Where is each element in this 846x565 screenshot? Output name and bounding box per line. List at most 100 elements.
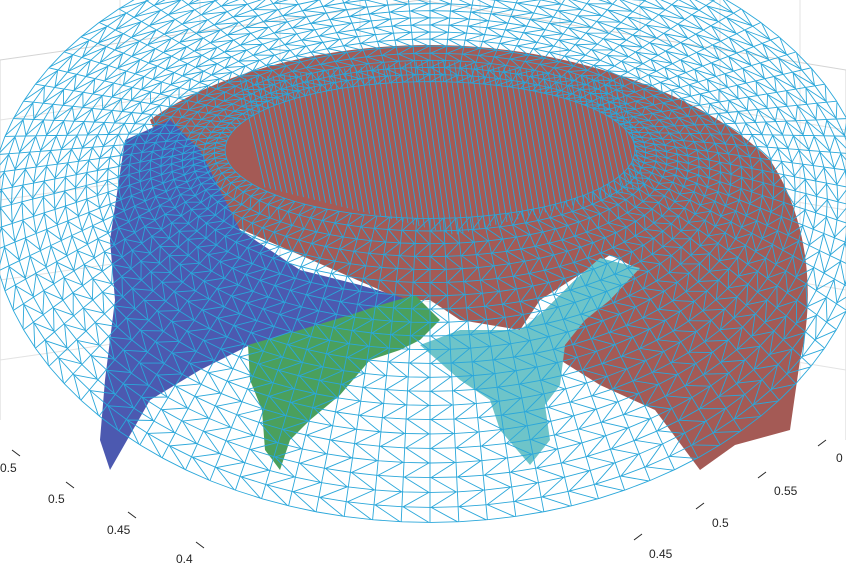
mesh-line-73 [400, 218, 418, 522]
mesh-line-96 [107, 197, 285, 431]
mesh-line-108 [22, 175, 241, 329]
mesh-line-128 [5, 118, 233, 137]
mesh-line-193 [583, 22, 761, 106]
rim-line-42 [470, 64, 497, 225]
mesh-line-150 [220, 0, 323, 94]
mesh-line-57 [520, 211, 626, 491]
mesh-line-142 [99, 12, 278, 105]
mesh-line-163 [386, 0, 404, 83]
mesh-line-65 [469, 217, 517, 517]
mesh-line-205 [624, 118, 846, 129]
mesh-line-31 [627, 167, 846, 287]
mesh-line-61 [495, 214, 572, 506]
mesh-line-158 [322, 0, 375, 86]
rim-line-29 [399, 62, 425, 228]
x-tick-3: 0.4 [176, 552, 193, 565]
mesh-line-106 [33, 179, 246, 348]
rim-line-69 [619, 78, 645, 188]
mesh-line-174 [470, 0, 514, 84]
mesh-line-43 [592, 191, 780, 401]
mesh-line-42 [599, 188, 796, 390]
mesh-line-191 [574, 8, 742, 102]
mesh-line-27 [633, 158, 846, 243]
rim-line-37 [443, 61, 469, 232]
mesh-line-153 [269, 0, 340, 89]
rim-line-41 [465, 63, 491, 227]
mesh-line-92 [147, 203, 305, 458]
mesh-line-64 [472, 215, 543, 513]
rim-line-47 [498, 66, 524, 218]
rim-line-6 [272, 75, 299, 196]
mesh-line-58 [512, 211, 624, 492]
mesh-line-207 [627, 131, 846, 137]
mesh-line-107 [23, 175, 241, 330]
mesh-line-41 [600, 187, 797, 384]
mesh-line-198 [600, 52, 802, 114]
mesh-line-148 [187, 0, 311, 96]
mesh-line-48 [572, 198, 741, 433]
mesh-line-124 [0, 137, 227, 171]
rim-line-11 [300, 72, 326, 203]
mesh-line-69 [442, 218, 460, 522]
mesh-line-111 [4, 167, 233, 292]
mesh-line-72 [402, 218, 431, 523]
mesh-line-200 [607, 68, 816, 119]
mesh-line-26 [634, 154, 846, 238]
mesh-line-49 [564, 201, 721, 446]
rim-line-19 [344, 68, 370, 214]
mesh-line-156 [302, 0, 361, 88]
mesh-line-122 [0, 142, 226, 188]
rim-line-52 [525, 69, 552, 212]
rim-line-23 [366, 66, 392, 220]
green-region [248, 295, 440, 470]
mesh-line-68 [444, 217, 487, 521]
mesh-line-77 [343, 217, 391, 517]
mesh-line-125 [0, 136, 229, 155]
rim-line-65 [597, 76, 623, 194]
mesh-line-20 [10, 0, 846, 493]
mesh-line-117 [0, 154, 226, 228]
mesh-line-86 [215, 210, 340, 491]
mesh-line-144 [119, 0, 288, 102]
mesh-line-105 [35, 179, 247, 349]
wireframe-mesh [0, 0, 846, 523]
mesh-line-100 [73, 191, 268, 400]
mesh-line-136 [49, 54, 254, 116]
mesh-line-188 [555, 0, 714, 97]
mesh-line-29 [630, 162, 846, 264]
mesh-line-44 [591, 191, 779, 406]
mesh-line-161 [364, 0, 391, 84]
rim-line-21 [355, 67, 381, 217]
rim-line-1 [245, 78, 271, 189]
mesh-line-84 [240, 212, 352, 499]
mesh-line-138 [64, 39, 261, 112]
mesh-line-187 [554, 0, 679, 97]
mesh-line-214 [634, 145, 846, 202]
rim-line-48 [503, 67, 530, 217]
mesh-line-170 [443, 0, 473, 83]
mesh-line-50 [561, 201, 720, 446]
rim-line-46 [492, 66, 519, 220]
mesh-line-149 [213, 0, 317, 94]
mesh-line-83 [261, 213, 352, 499]
rim-line-17 [333, 69, 359, 211]
mesh-line-59 [508, 213, 599, 499]
rim-line-27 [388, 64, 414, 225]
mesh-line-55 [532, 209, 651, 481]
mesh-line-103 [48, 183, 253, 367]
mesh-line-135 [48, 67, 253, 117]
rim-line-54 [536, 70, 563, 209]
mesh-line-56 [525, 209, 650, 482]
mesh-line-116 [0, 157, 227, 243]
mesh-line-102 [58, 187, 260, 383]
mesh-line-38 [613, 180, 825, 358]
mesh-line-90 [168, 206, 316, 470]
x-tick-0: 0.5 [0, 461, 17, 475]
mesh-line-18 [32, 0, 828, 464]
y-tick-3: 0.45 [649, 547, 673, 561]
mesh-line-98 [89, 194, 276, 416]
mesh-line-66 [458, 216, 515, 518]
mesh-line-119 [0, 149, 226, 208]
mesh-line-204 [619, 101, 838, 128]
mesh-line-81 [288, 214, 365, 506]
